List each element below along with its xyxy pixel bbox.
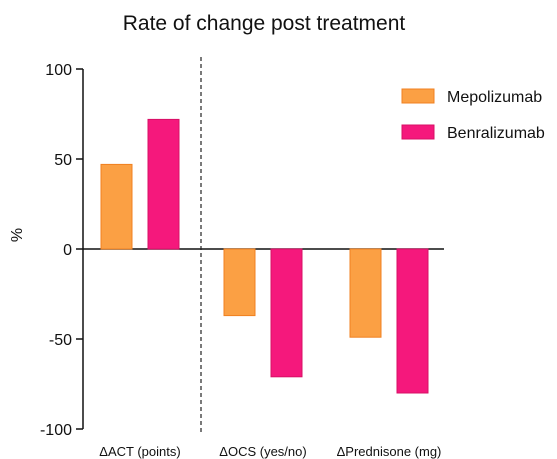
bar-mepolizumab-2 xyxy=(349,248,382,338)
x-tick-label: ΔACT (points) xyxy=(99,444,180,459)
y-axis-label: % xyxy=(9,228,26,242)
bars-group xyxy=(100,118,429,394)
x-tick-label: ΔOCS (yes/no) xyxy=(219,444,306,459)
legend-swatch-benralizumab xyxy=(401,124,435,140)
x-tick-label: ΔPrednisone (mg) xyxy=(337,444,442,459)
y-tick-label: 0 xyxy=(63,242,72,259)
bar-benralizumab-2 xyxy=(396,248,429,394)
y-tick-label: 50 xyxy=(54,152,72,169)
bar-benralizumab-1 xyxy=(270,248,303,378)
y-tick-label: -100 xyxy=(40,422,72,439)
legend-swatch-mepolizumab xyxy=(401,88,435,104)
bar-benralizumab-0 xyxy=(147,118,180,250)
chart-title: Rate of change post treatment xyxy=(123,12,406,35)
y-tick-label: -50 xyxy=(49,332,72,349)
bar-mepolizumab-1 xyxy=(223,248,256,317)
y-tick-label: 100 xyxy=(45,62,72,79)
legend-label-benralizumab: Benralizumab xyxy=(447,125,545,142)
legend-label-mepolizumab: Mepolizumab xyxy=(447,89,542,106)
legend: Mepolizumab Benralizumab xyxy=(401,88,545,142)
bar-mepolizumab-0 xyxy=(100,163,133,250)
